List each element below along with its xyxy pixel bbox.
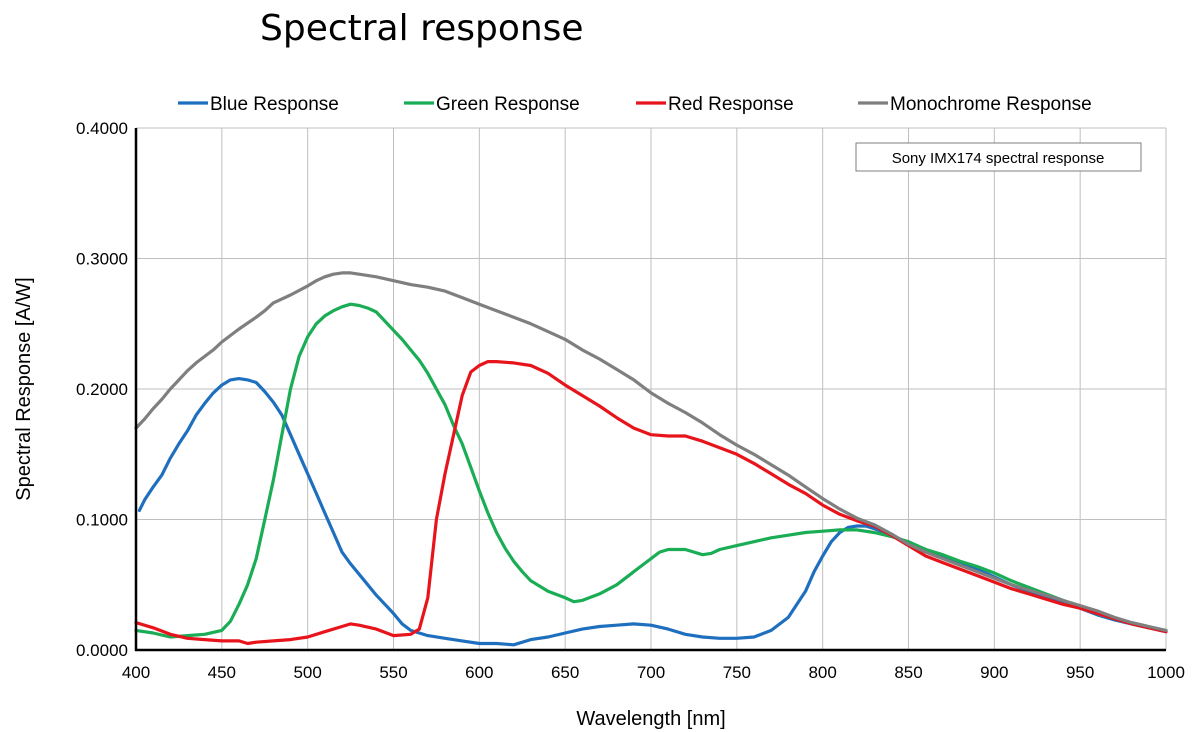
y-tick-label: 0.1000 [76,511,128,530]
green-response-line [134,302,1168,639]
legend-label: Red Response [668,94,794,115]
series-lines [134,271,1168,647]
annotation-box: Sony IMX174 spectral response [855,142,1142,172]
grid [136,127,1167,650]
x-tick-label: 650 [551,663,579,682]
y-tick-label: 0.0000 [76,641,128,660]
x-tick-label: 700 [637,663,665,682]
tick-labels: 400 450 500 550 600 650 700 750 800 850 900 950 1000… [76,119,1185,682]
x-tick-label: 450 [208,663,236,682]
x-tick-label: 1000 [1147,663,1185,682]
x-tick-label: 500 [293,663,321,682]
axes [134,128,1166,652]
y-tick-label: 0.4000 [76,119,128,138]
legend-item-blue-response: Blue Response [178,94,339,115]
legend: Blue Response Green Response Red Response M… [178,94,1092,115]
x-axis-label: Wavelength [nm] [576,708,725,730]
blue-response-line [137,377,1168,647]
legend-item-monochrome-response: Monochrome Response [858,94,1092,115]
red-response-line [134,360,1168,646]
legend-item-red-response: Red Response [636,94,794,115]
x-tick-label: 550 [379,663,407,682]
x-tick-label: 750 [723,663,751,682]
legend-label: Green Response [436,94,580,115]
y-tick-label: 0.3000 [76,250,128,269]
y-tick-label: 0.2000 [76,380,128,399]
x-tick-label: 400 [122,663,150,682]
x-tick-label: 800 [808,663,836,682]
x-tick-label: 600 [465,663,493,682]
chart-title: Spectral response [260,8,584,49]
x-tick-label: 850 [894,663,922,682]
legend-item-green-response: Green Response [404,94,580,115]
y-axis-label: Spectral Response [A/W] [13,277,35,500]
x-tick-label: 900 [980,663,1008,682]
legend-label: Blue Response [210,94,339,115]
x-tick-label: 950 [1066,663,1094,682]
annotation-text: Sony IMX174 spectral response [892,150,1105,167]
legend-label: Monochrome Response [890,94,1092,115]
monochrome-response-line [134,271,1168,633]
